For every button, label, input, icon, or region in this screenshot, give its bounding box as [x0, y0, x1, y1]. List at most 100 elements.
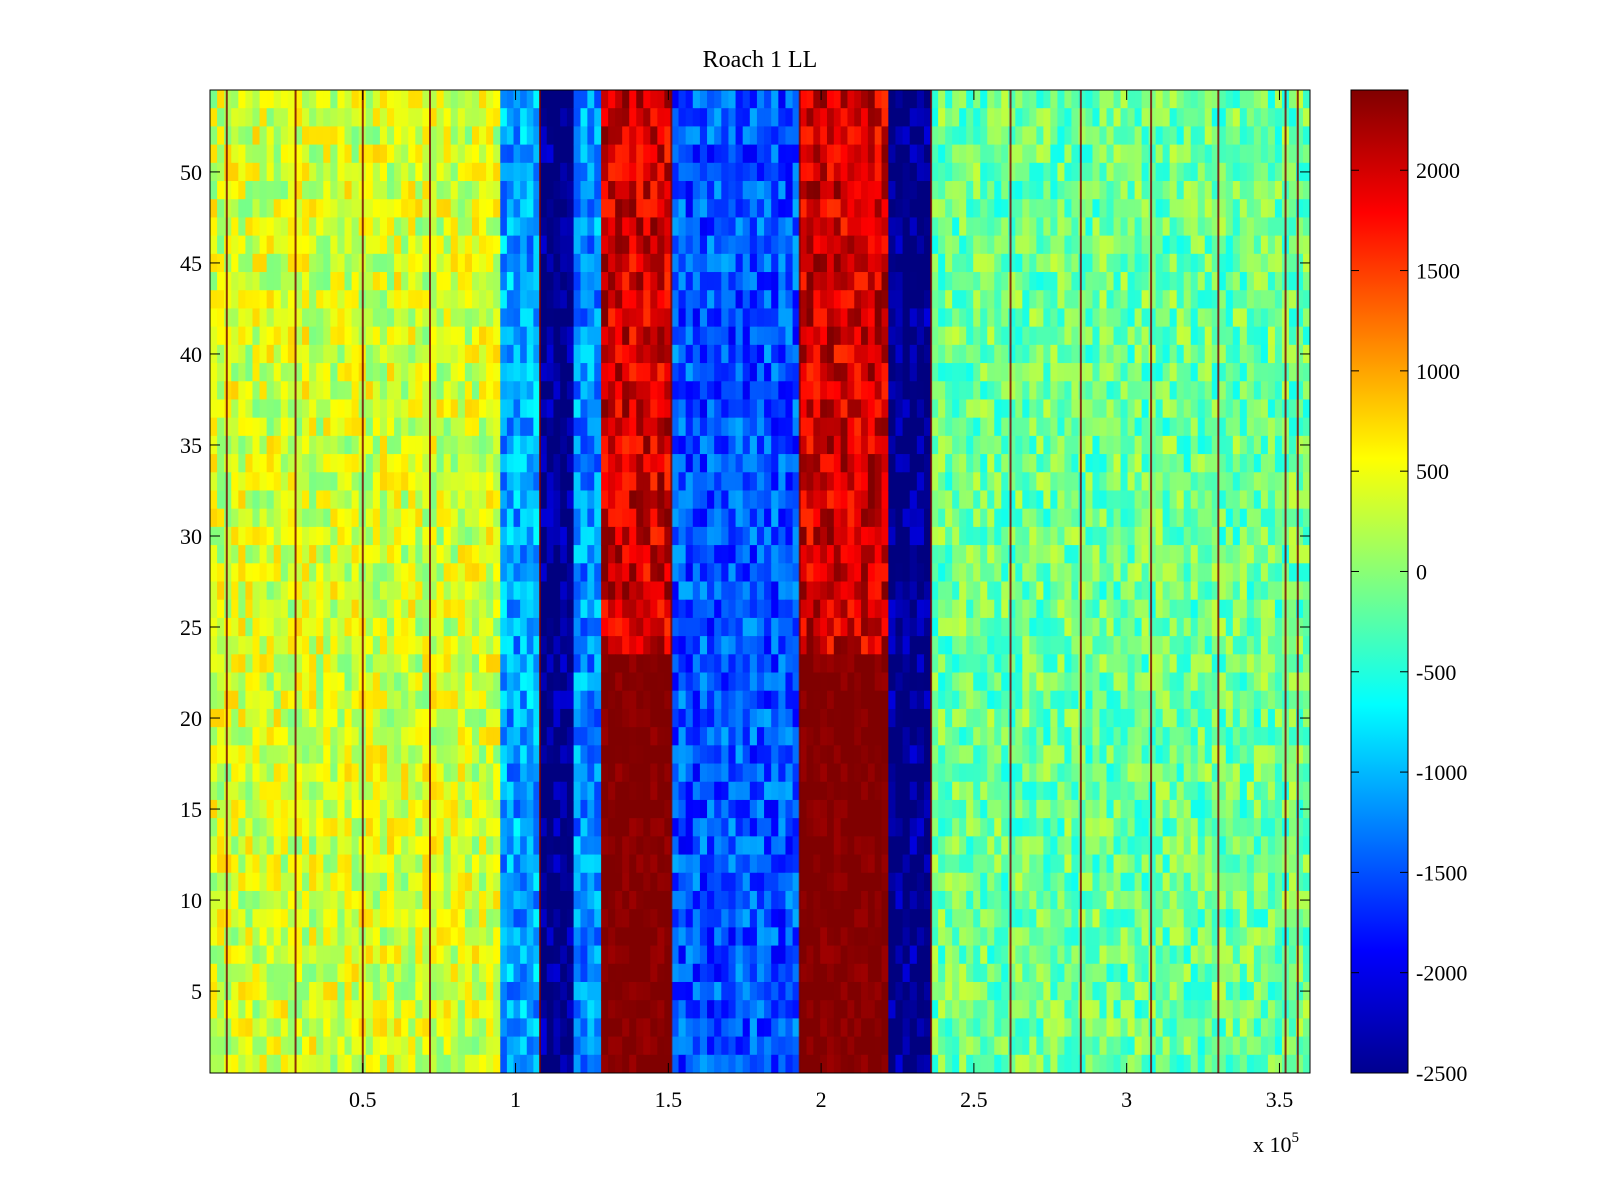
- heatmap-cell: [323, 108, 331, 127]
- heatmap-cell: [833, 526, 842, 546]
- heatmap-cell: [714, 909, 722, 928]
- heatmap-cell: [629, 636, 637, 655]
- heatmap-cell: [692, 872, 701, 892]
- heatmap-cell: [622, 727, 630, 746]
- heatmap-cell: [450, 108, 459, 127]
- heatmap-cell: [259, 363, 268, 382]
- heatmap-cell: [749, 162, 758, 182]
- heatmap-cell: [756, 690, 765, 710]
- heatmap-cell: [443, 199, 452, 219]
- heatmap-cell: [443, 490, 452, 510]
- heatmap-cell: [721, 909, 730, 928]
- heatmap-cell: [714, 290, 722, 310]
- heatmap-cell: [601, 144, 609, 164]
- heatmap-cell: [728, 181, 737, 200]
- heatmap-cell: [443, 781, 452, 801]
- heatmap-cell: [471, 836, 480, 856]
- heatmap-cell: [422, 1054, 431, 1073]
- heatmap-cell: [337, 563, 346, 583]
- heatmap-cell: [266, 636, 275, 655]
- heatmap-cell: [622, 781, 630, 801]
- heatmap-cell: [506, 526, 515, 546]
- heatmap-cell: [429, 162, 438, 182]
- heatmap-cell: [608, 836, 616, 856]
- heatmap-cell: [500, 435, 508, 455]
- heatmap-cell: [771, 927, 779, 947]
- heatmap-cell: [294, 945, 303, 965]
- heatmap-cell: [699, 818, 708, 837]
- heatmap-cell: [735, 290, 744, 310]
- heatmap-cell: [526, 581, 534, 601]
- heatmap-cell: [553, 144, 561, 164]
- heatmap-cell: [316, 599, 324, 619]
- heatmap-cell: [685, 654, 694, 674]
- heatmap-cell: [344, 162, 353, 182]
- heatmap-cell: [721, 763, 730, 783]
- heatmap-cell: [601, 363, 609, 382]
- heatmap-cell: [500, 308, 508, 328]
- heatmap-cell: [273, 818, 282, 837]
- heatmap-cell: [520, 326, 528, 346]
- heatmap-cell: [323, 344, 331, 364]
- heatmap-cell: [664, 854, 672, 874]
- heatmap-cell: [678, 745, 687, 765]
- heatmap-cell: [707, 1000, 715, 1019]
- heatmap-cell: [699, 1018, 708, 1038]
- heatmap-cell: [273, 581, 282, 601]
- heatmap-cell: [238, 581, 246, 601]
- heatmap-cell: [861, 344, 869, 364]
- heatmap-cell: [749, 963, 758, 983]
- heatmap-cell: [238, 526, 246, 546]
- heatmap-cell: [273, 1000, 282, 1019]
- heatmap-cell: [323, 763, 331, 783]
- heatmap-cell: [771, 617, 779, 637]
- heatmap-cell: [742, 526, 751, 546]
- heatmap-cell: [351, 581, 360, 601]
- heatmap-cell: [372, 945, 381, 965]
- heatmap-cell: [678, 126, 687, 146]
- heatmap-cell: [533, 454, 541, 473]
- heatmap-cell: [778, 435, 787, 455]
- heatmap-cell: [224, 399, 232, 419]
- heatmap-cell: [457, 763, 466, 783]
- heatmap-cell: [643, 890, 651, 910]
- heatmap-cell: [799, 363, 808, 382]
- heatmap-cell: [533, 836, 541, 856]
- heatmap-cell: [553, 272, 561, 291]
- heatmap-cell: [330, 272, 339, 291]
- heatmap-cell: [867, 636, 876, 655]
- heatmap-cell: [699, 1054, 708, 1073]
- heatmap-cell: [464, 108, 473, 127]
- heatmap-cell: [664, 235, 672, 255]
- heatmap-cell: [387, 290, 395, 310]
- heatmap-cell: [330, 708, 339, 728]
- heatmap-cell: [443, 363, 452, 382]
- heatmap-cell: [252, 836, 261, 856]
- heatmap-cell: [643, 272, 651, 291]
- heatmap-cell: [280, 508, 289, 528]
- heatmap-cell: [372, 708, 381, 728]
- heatmap-cell: [587, 217, 595, 237]
- heatmap-cell: [408, 235, 416, 255]
- heatmap-cell: [520, 1018, 528, 1038]
- heatmap-cell: [337, 290, 346, 310]
- heatmap-cell: [692, 399, 701, 419]
- heatmap-cell: [799, 399, 808, 419]
- heatmap-cell: [573, 927, 582, 947]
- heatmap-cell: [408, 636, 416, 655]
- heatmap-cell: [692, 981, 701, 1001]
- heatmap-cell: [756, 508, 765, 528]
- heatmap-cell: [728, 290, 737, 310]
- heatmap-cell: [735, 708, 744, 728]
- heatmap-cell: [881, 272, 889, 291]
- heatmap-cell: [580, 144, 588, 164]
- heatmap-cell: [210, 199, 218, 219]
- heatmap-cell: [464, 472, 473, 492]
- heatmap-cell: [699, 927, 708, 947]
- heatmap-cell: [771, 399, 779, 419]
- heatmap-cell: [486, 981, 494, 1001]
- heatmap-cell: [280, 854, 289, 874]
- heatmap-cell: [479, 290, 487, 310]
- heatmap-cell: [351, 617, 360, 637]
